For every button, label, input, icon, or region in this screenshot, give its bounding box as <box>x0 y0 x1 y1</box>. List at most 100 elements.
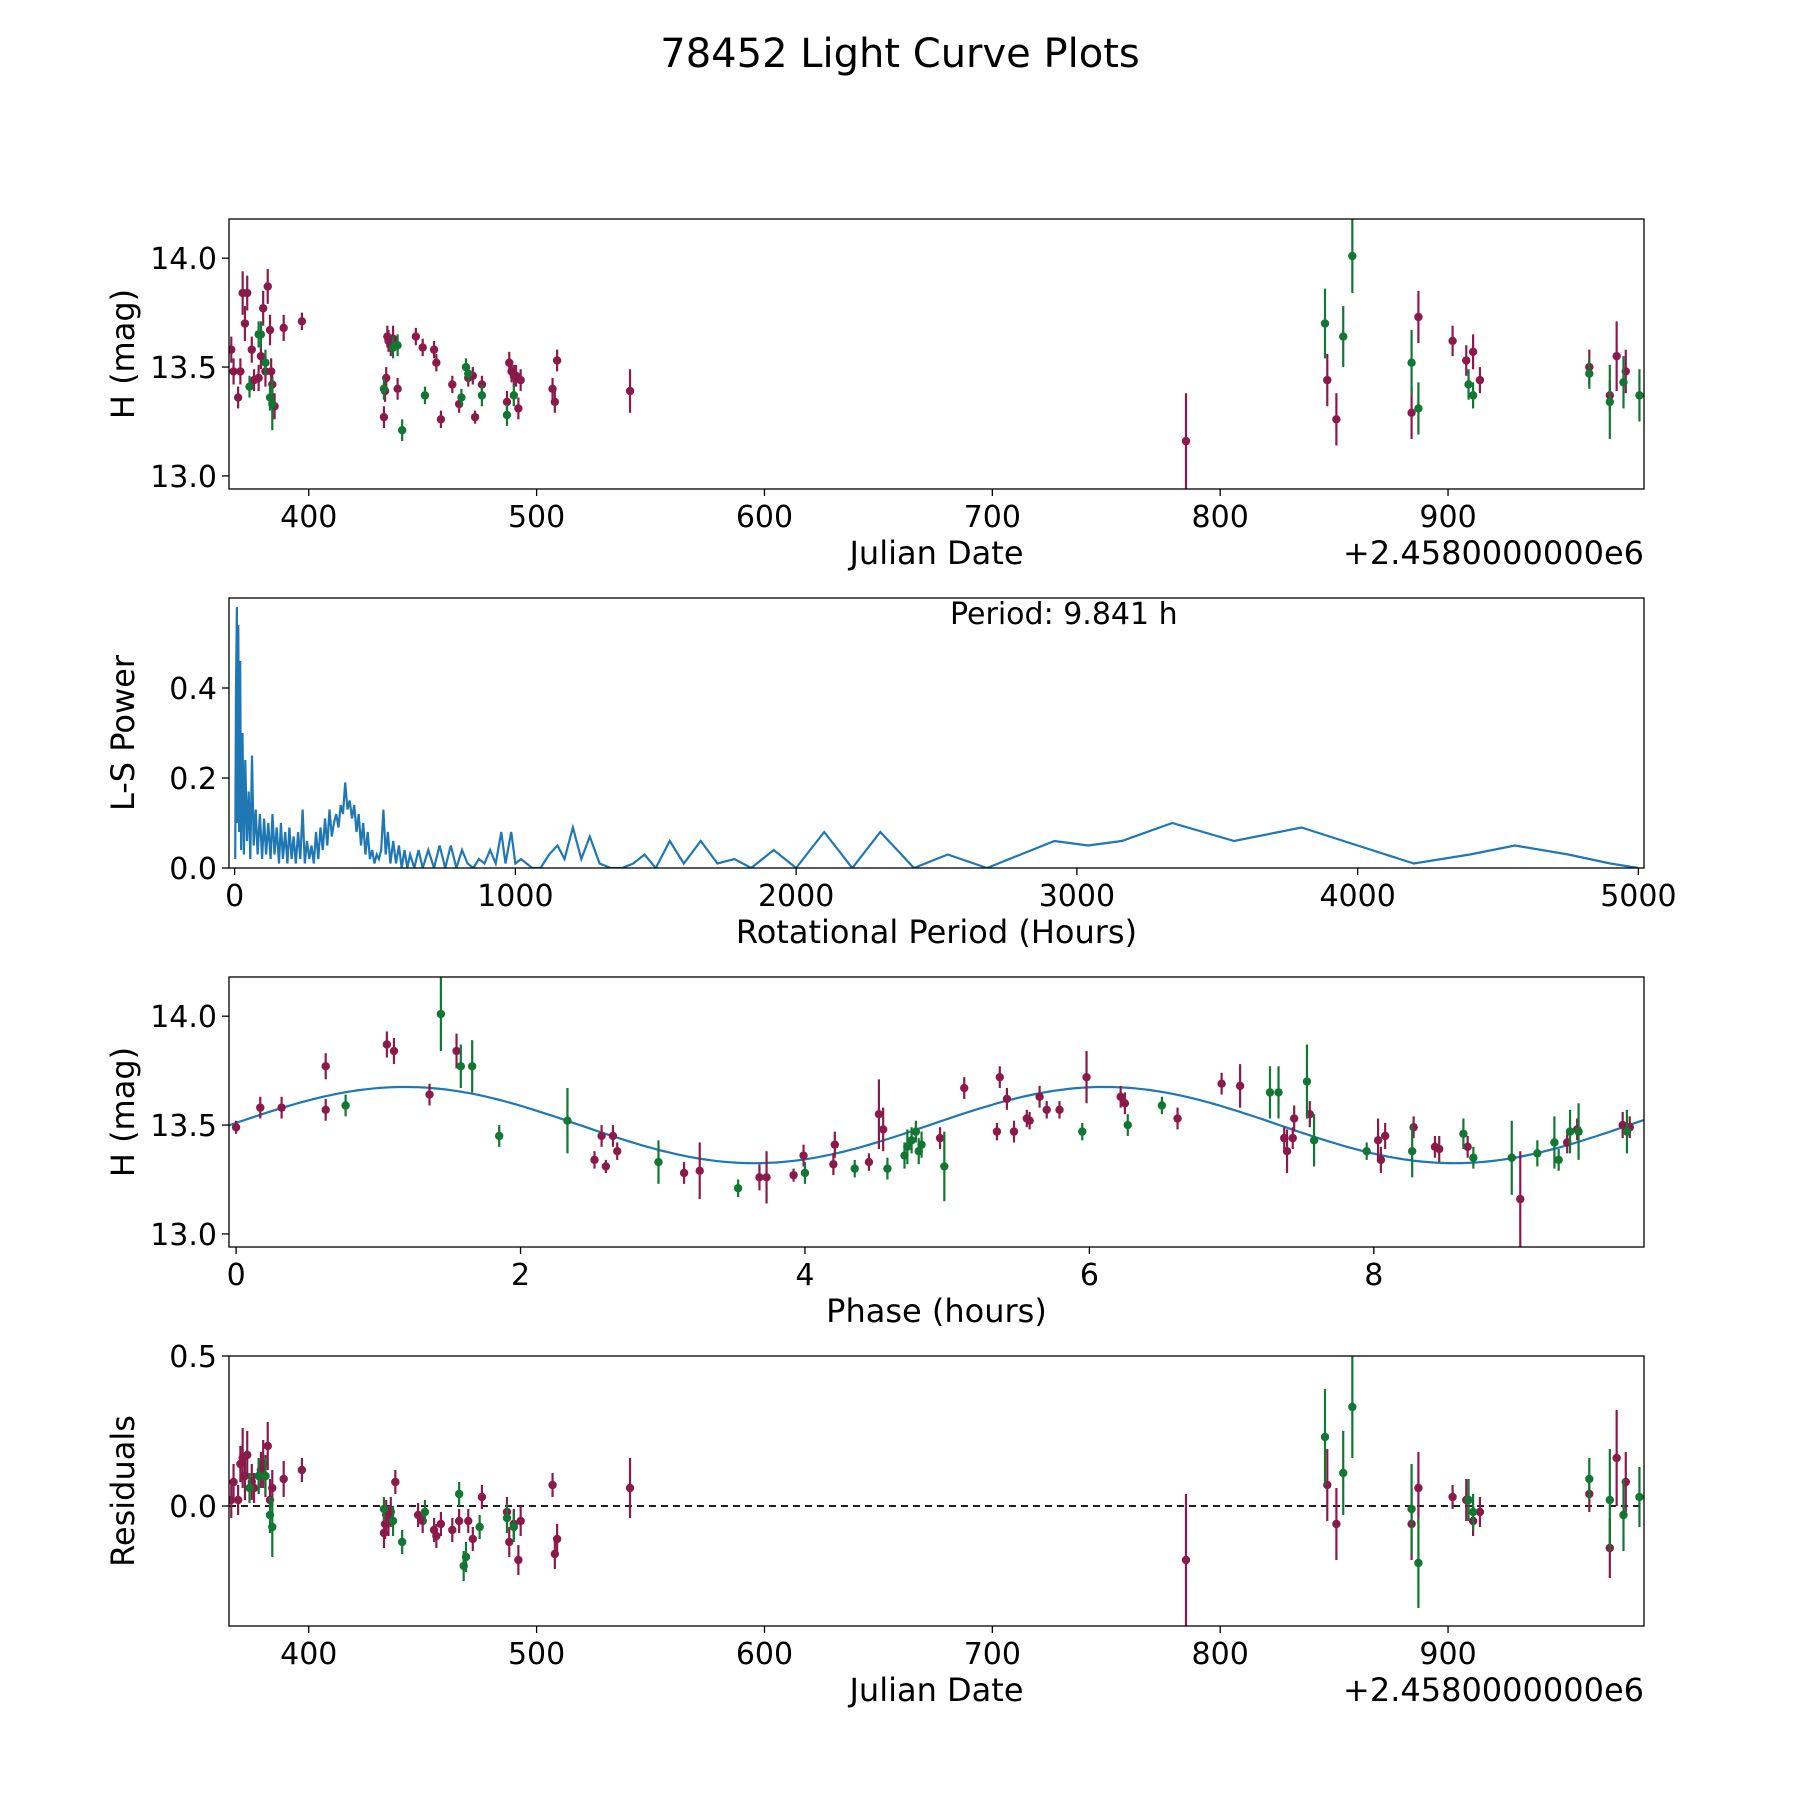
data-point-green <box>800 1162 810 1184</box>
point-marker <box>995 1072 1004 1082</box>
data-point-maroon <box>874 1079 884 1150</box>
point-marker <box>245 1483 254 1493</box>
y-axis-label: Residuals <box>104 1415 142 1567</box>
y-tick-label: 0.4 <box>169 672 217 707</box>
data-point-maroon <box>448 1518 457 1542</box>
data-point-maroon <box>263 1422 272 1470</box>
point-marker <box>254 373 263 383</box>
data-point-maroon <box>277 1096 286 1119</box>
data-point-green <box>457 388 466 407</box>
point-marker <box>388 1516 398 1526</box>
point-marker <box>266 367 276 376</box>
data-point-green <box>1574 1103 1583 1160</box>
data-point-green <box>1348 219 1357 294</box>
point-marker <box>1288 1133 1297 1143</box>
data-point-maroon <box>1414 1452 1423 1524</box>
x-tick-label: 700 <box>964 500 1021 535</box>
data-point-green <box>245 375 254 398</box>
x-tick-label: 900 <box>1419 500 1476 535</box>
point-marker <box>413 1510 423 1520</box>
data-point-maroon <box>468 1527 478 1551</box>
data-point-maroon <box>1448 1485 1457 1509</box>
point-marker <box>1619 1510 1628 1520</box>
point-marker <box>1462 356 1471 365</box>
point-marker <box>477 1492 487 1502</box>
point-marker <box>233 393 243 402</box>
point-marker <box>436 415 446 424</box>
point-marker <box>1055 1105 1064 1115</box>
point-marker <box>265 325 275 335</box>
point-marker <box>1468 391 1478 400</box>
data-point-green <box>1407 1464 1416 1554</box>
data-point-green <box>509 384 519 407</box>
point-marker <box>917 1140 926 1149</box>
point-marker <box>468 1534 478 1544</box>
point-marker <box>903 1142 912 1152</box>
data-point-green <box>502 404 512 426</box>
point-marker <box>1265 1088 1275 1097</box>
point-marker <box>379 1528 389 1538</box>
axes-frame <box>228 976 1645 1248</box>
data-point-green <box>1605 364 1615 439</box>
point-marker <box>393 341 402 350</box>
point-marker <box>1464 380 1473 389</box>
data-point-green <box>1554 1149 1563 1171</box>
data-point-green <box>1635 369 1644 422</box>
data-point-maroon <box>429 340 439 359</box>
data-point-green <box>420 1500 430 1524</box>
data-point-green <box>1635 1467 1644 1527</box>
panel-folded: 0 2 4 6 8 13.0 13.5 14.0 Phase (hours) H (mag) <box>104 976 1645 1330</box>
panel-raw: 400 500 600 700 800 900 13.0 13.5 14.0 Julian Dat… <box>104 218 1645 572</box>
axes-frame <box>228 1355 1645 1627</box>
point-marker <box>1123 1120 1132 1130</box>
data-point-green <box>341 1094 350 1117</box>
data-point-maroon <box>1332 393 1341 446</box>
point-marker <box>1612 1453 1621 1463</box>
data-point-green <box>1407 1125 1417 1178</box>
point-marker <box>420 1507 430 1517</box>
data-point-green <box>261 1458 270 1494</box>
x-tick-label: 8 <box>1364 1258 1383 1293</box>
point-marker <box>379 412 389 422</box>
point-marker <box>552 356 562 365</box>
data-point-green <box>1123 1114 1132 1136</box>
point-marker <box>256 351 266 361</box>
point-marker <box>1173 1114 1182 1123</box>
axes-frame <box>228 218 1645 490</box>
point-marker <box>940 1162 949 1171</box>
data-point-maroon <box>265 314 275 346</box>
point-marker <box>263 282 272 291</box>
point-marker <box>960 1083 969 1093</box>
point-marker <box>1414 312 1423 322</box>
point-marker <box>1116 1092 1125 1101</box>
data-point-maroon <box>1288 1127 1297 1150</box>
data-point-maroon <box>1082 1051 1091 1104</box>
y-tick-label: 13.5 <box>150 1109 217 1144</box>
data-point-maroon <box>625 369 635 413</box>
data-point-green <box>1533 1140 1542 1167</box>
point-marker <box>467 1062 477 1071</box>
point-marker <box>1235 1081 1245 1091</box>
x-tick-label: 400 <box>280 500 337 535</box>
point-marker <box>883 1164 892 1173</box>
data-point-maroon <box>256 1096 265 1119</box>
period-annotation: Period: 9.841 h <box>950 597 1178 632</box>
figure-title: 78452 Light Curve Plots <box>660 31 1139 77</box>
data-point-maroon <box>1035 1085 1044 1108</box>
data-point-maroon <box>448 375 457 394</box>
data-point-maroon <box>1373 1118 1383 1163</box>
point-marker <box>1463 1142 1472 1152</box>
point-marker <box>548 384 557 394</box>
point-marker <box>1339 332 1348 341</box>
data-point-green <box>1320 288 1330 359</box>
data-point-green <box>1414 382 1423 435</box>
data-point-green <box>393 334 402 357</box>
point-marker <box>240 319 250 328</box>
point-marker <box>279 1474 288 1484</box>
point-marker <box>654 1157 663 1167</box>
point-marker <box>1622 1127 1632 1136</box>
data-point-green <box>254 1458 263 1494</box>
data-point-maroon <box>762 1151 771 1204</box>
data-point-maroon <box>679 1162 689 1184</box>
